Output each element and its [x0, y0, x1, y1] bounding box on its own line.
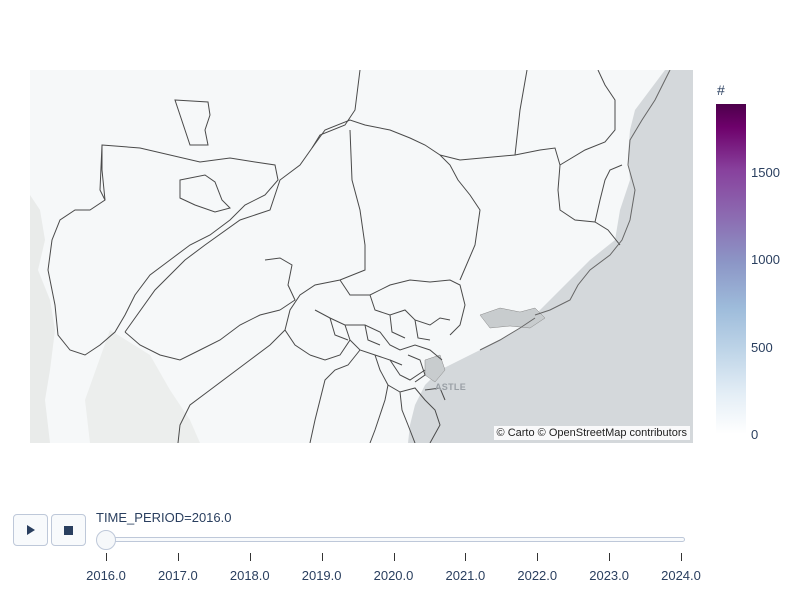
slider-step-label[interactable]: 2018.0: [229, 568, 270, 583]
terrain-west: [30, 195, 55, 443]
slider-tick-mark: [609, 553, 611, 561]
stop-button[interactable]: [51, 514, 86, 546]
colorbar-tick: 0: [751, 427, 759, 442]
slider-tick-mark: [465, 553, 467, 561]
play-button[interactable]: [13, 514, 48, 546]
play-icon: [26, 525, 35, 535]
slider-step-label[interactable]: 2023.0: [589, 568, 630, 583]
slider-step-label[interactable]: 2022.0: [517, 568, 558, 583]
colorbar-gradient: [716, 104, 746, 434]
slider-step-label[interactable]: 2024.0: [661, 568, 701, 583]
slider-step-label[interactable]: 2019.0: [301, 568, 342, 583]
lake: [479, 307, 546, 329]
stop-icon: [64, 525, 73, 535]
ocean: [408, 70, 693, 443]
map-canvas: [30, 70, 693, 443]
attribution-carto-link[interactable]: © Carto: [496, 427, 535, 439]
map-attribution: © Carto © OpenStreetMap contributors: [493, 426, 690, 440]
slider-tick-mark: [681, 553, 682, 561]
attribution-osm-link[interactable]: © OpenStreetMap contributors: [537, 427, 687, 439]
slider-step-label[interactable]: 2016.0: [86, 568, 126, 583]
slider-tick-mark: [106, 553, 107, 561]
city-label: ASTLE: [435, 382, 467, 392]
slider-current-value: TIME_PERIOD=2016.0: [96, 510, 232, 525]
colorbar-tick: 1500: [751, 165, 780, 180]
time-slider-track[interactable]: [100, 537, 685, 542]
slider-tick-mark: [249, 553, 251, 561]
colorbar-title: #: [717, 82, 725, 98]
slider-step-label[interactable]: 2021.0: [445, 568, 486, 583]
terrain-southwest: [85, 330, 200, 443]
slider-step-label[interactable]: 2017.0: [157, 568, 198, 583]
region-boundaries: [47, 70, 671, 443]
slider-step-label[interactable]: 2020.0: [373, 568, 414, 583]
slider-tick-mark: [537, 553, 539, 561]
colorbar-tick: 500: [751, 340, 773, 355]
slider-tick-mark: [393, 553, 395, 561]
colorbar: # 1500 1000 500 0: [715, 80, 800, 450]
slider-tick-mark: [321, 553, 323, 561]
time-slider-handle[interactable]: [96, 530, 116, 550]
choropleth-map[interactable]: ASTLE © Carto © OpenStreetMap contributo…: [30, 70, 693, 443]
slider-tick-mark: [177, 553, 179, 561]
colorbar-tick: 1000: [751, 252, 780, 267]
